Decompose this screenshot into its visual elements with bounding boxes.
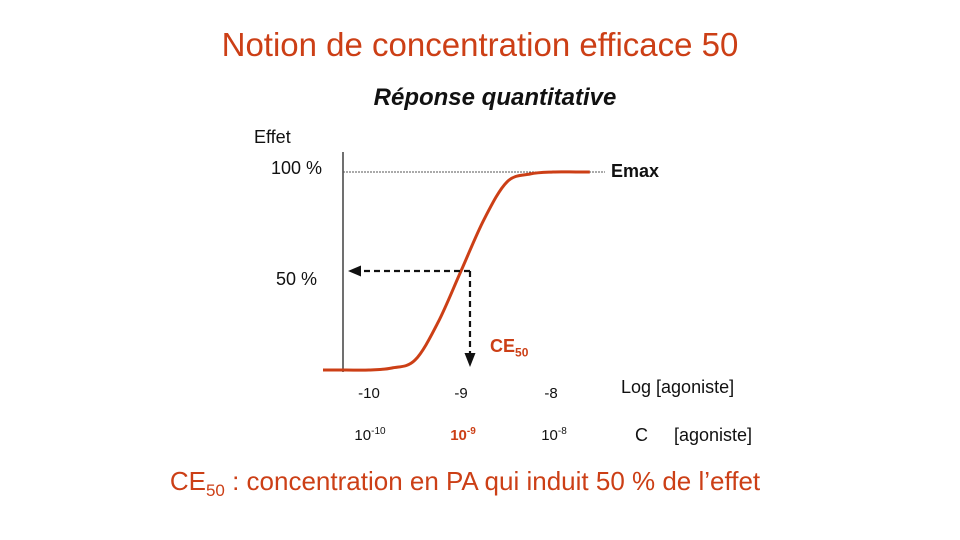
ec50-definition: CE50 : concentration en PA qui induit 50… xyxy=(0,466,930,501)
emax-label: Emax xyxy=(611,161,660,181)
x-tick-log-minus9: -9 xyxy=(454,385,468,402)
x-tick-conc-1e-8-exp: -8 xyxy=(557,426,567,437)
slide-subtitle: Réponse quantitative xyxy=(373,84,617,111)
y-axis-label: Effet xyxy=(254,127,291,147)
x-tick-log-minus8: -8 xyxy=(544,385,558,402)
dose-response-curve xyxy=(322,170,590,372)
y-tick-50: 50 % xyxy=(276,269,318,289)
ec50-definition-main: CE xyxy=(169,466,206,496)
x-tick-conc-1e-10-base: 10 xyxy=(354,427,372,444)
x-axis-label-conc-prefix: C xyxy=(635,425,648,445)
x-axis-label-log: Log [agoniste] xyxy=(621,377,735,397)
x-tick-conc-1e-10-exp: -10 xyxy=(371,426,386,437)
y-tick-100: 100 % xyxy=(271,158,323,178)
x-tick-conc-1e-8: 10-8 xyxy=(524,426,584,444)
x-tick-conc-1e-10: 10-10 xyxy=(340,426,400,444)
ce50-label: CE50 xyxy=(490,336,528,360)
ec50-vertical-arrowhead xyxy=(464,353,476,367)
x-tick-log-minus10: -10 xyxy=(358,385,380,402)
ce50-label-sub: 50 xyxy=(515,345,529,360)
ec50-horizontal-arrowhead xyxy=(348,265,361,277)
ec50-definition-sub: 50 xyxy=(205,481,225,501)
x-tick-conc-1e-8-base: 10 xyxy=(541,427,558,444)
ec50-definition-rest: : concentration en PA qui induit 50 % de… xyxy=(224,466,761,496)
slide-title: Notion de concentration efficace 50 xyxy=(221,26,739,63)
x-axis-label-conc: [agoniste] xyxy=(674,425,753,445)
ce50-label-main: CE xyxy=(490,336,516,356)
x-tick-conc-1e-9: 10-9 xyxy=(433,426,493,444)
x-tick-conc-1e-9-base: 10 xyxy=(450,427,467,444)
x-tick-conc-1e-9-exp: -9 xyxy=(466,426,476,437)
